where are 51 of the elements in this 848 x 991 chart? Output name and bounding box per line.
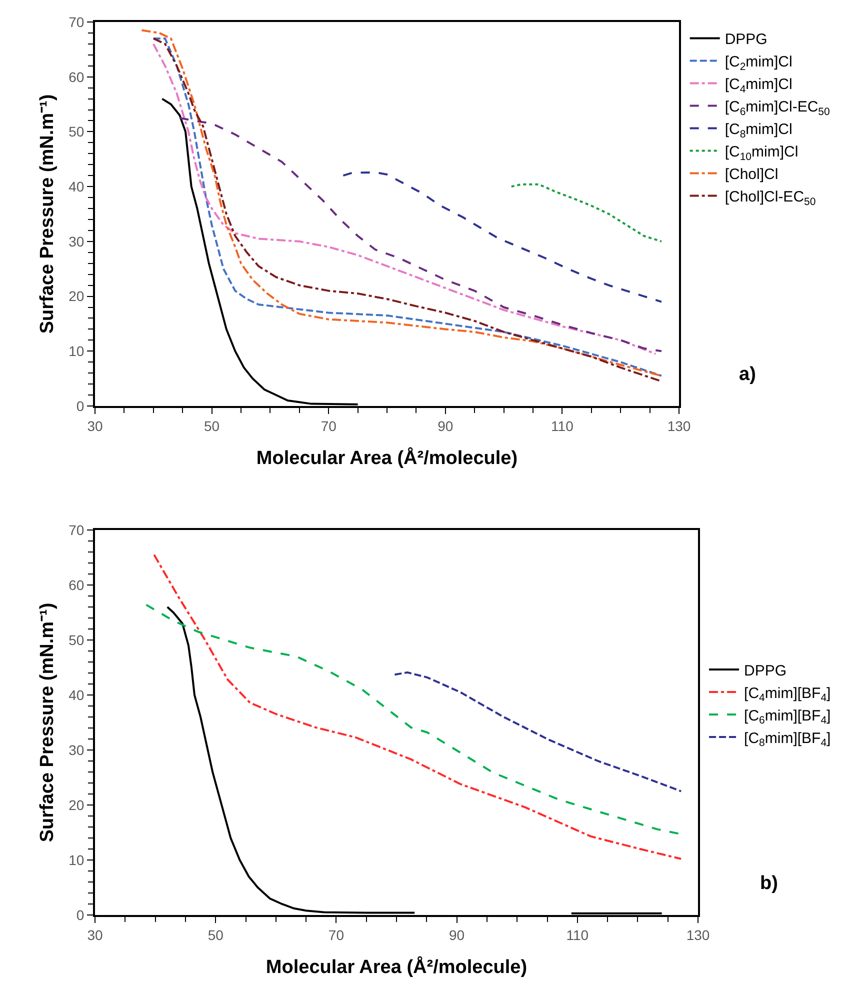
y-tick-label: 40 <box>68 686 84 703</box>
text: a) <box>739 364 756 385</box>
y-tick-label: 10 <box>68 852 84 868</box>
y-tick-label: 20 <box>68 796 84 813</box>
y-tick-label: 50 <box>68 632 84 648</box>
x-tick-label: 130 <box>686 926 710 943</box>
legend-label: [C$_{10}$mim]Cl <box>724 144 798 163</box>
x-tick-label: 50 <box>208 926 224 943</box>
y-tick-label: 70 <box>68 522 84 538</box>
line-series <box>394 671 682 792</box>
line-series <box>342 171 662 303</box>
y-tick-label: 60 <box>68 68 84 85</box>
y-tick-label: 40 <box>68 178 84 194</box>
x-tick-label: 30 <box>87 418 103 434</box>
legend-label: [Chol]Cl-EC$_{50}$ <box>724 188 816 208</box>
legend-label: [Chol]Cl <box>724 166 778 184</box>
legend-label: [C$_{8}$mim]Cl <box>724 121 792 140</box>
y-tick-label: 0 <box>76 398 84 414</box>
y-axis-title: Surface Pressure (mN.m⁻¹) <box>36 602 58 842</box>
y-tick-label: 10 <box>68 343 84 360</box>
text: b) <box>760 873 778 894</box>
x-tick-label: 110 <box>551 418 574 434</box>
legend-label: DPPG <box>724 31 768 48</box>
line-series <box>178 117 662 352</box>
x-axis-title: Molecular Area (Å²/molecule) <box>266 956 528 978</box>
x-tick-label: 70 <box>320 418 337 434</box>
y-tick-label: 60 <box>68 576 84 593</box>
x-tick-label: 110 <box>566 926 589 943</box>
line-series <box>510 183 662 242</box>
legend-label: [C$_{6}$mim][BF$_{4}$] <box>744 707 831 726</box>
y-tick-label: 0 <box>76 906 84 923</box>
x-tick-label: 50 <box>204 418 220 434</box>
x-tick-label: 30 <box>87 926 103 943</box>
x-tick-label: 90 <box>438 418 454 434</box>
legend-label: [C$_{8}$mim][BF$_{4}$] <box>744 730 831 749</box>
legend-label: [C$_{4}$mim][BF$_{4}$] <box>744 684 831 704</box>
legend-label: [C$_{6}$mim]Cl-EC$_{50}$ <box>724 98 830 118</box>
y-tick-label: 70 <box>68 14 84 30</box>
line-series <box>153 554 682 860</box>
y-tick-label: 30 <box>68 233 84 250</box>
x-tick-label: 70 <box>328 926 344 943</box>
x-tick-label: 90 <box>449 926 465 943</box>
y-tick-label: 20 <box>68 288 84 304</box>
y-axis-title: Surface Pressure (mN.m⁻¹) <box>36 94 58 334</box>
x-axis-title: Molecular Area (Å²/molecule) <box>256 447 518 470</box>
y-tick-label: 50 <box>68 124 84 140</box>
y-tick-label: 30 <box>68 742 84 758</box>
legend-label: DPPG <box>744 662 787 680</box>
x-tick-label: 130 <box>667 418 691 434</box>
legend-label: [C$_{2}$mim]Cl <box>724 54 792 73</box>
legend-label: [C$_{4}$mim]Cl <box>724 76 792 96</box>
